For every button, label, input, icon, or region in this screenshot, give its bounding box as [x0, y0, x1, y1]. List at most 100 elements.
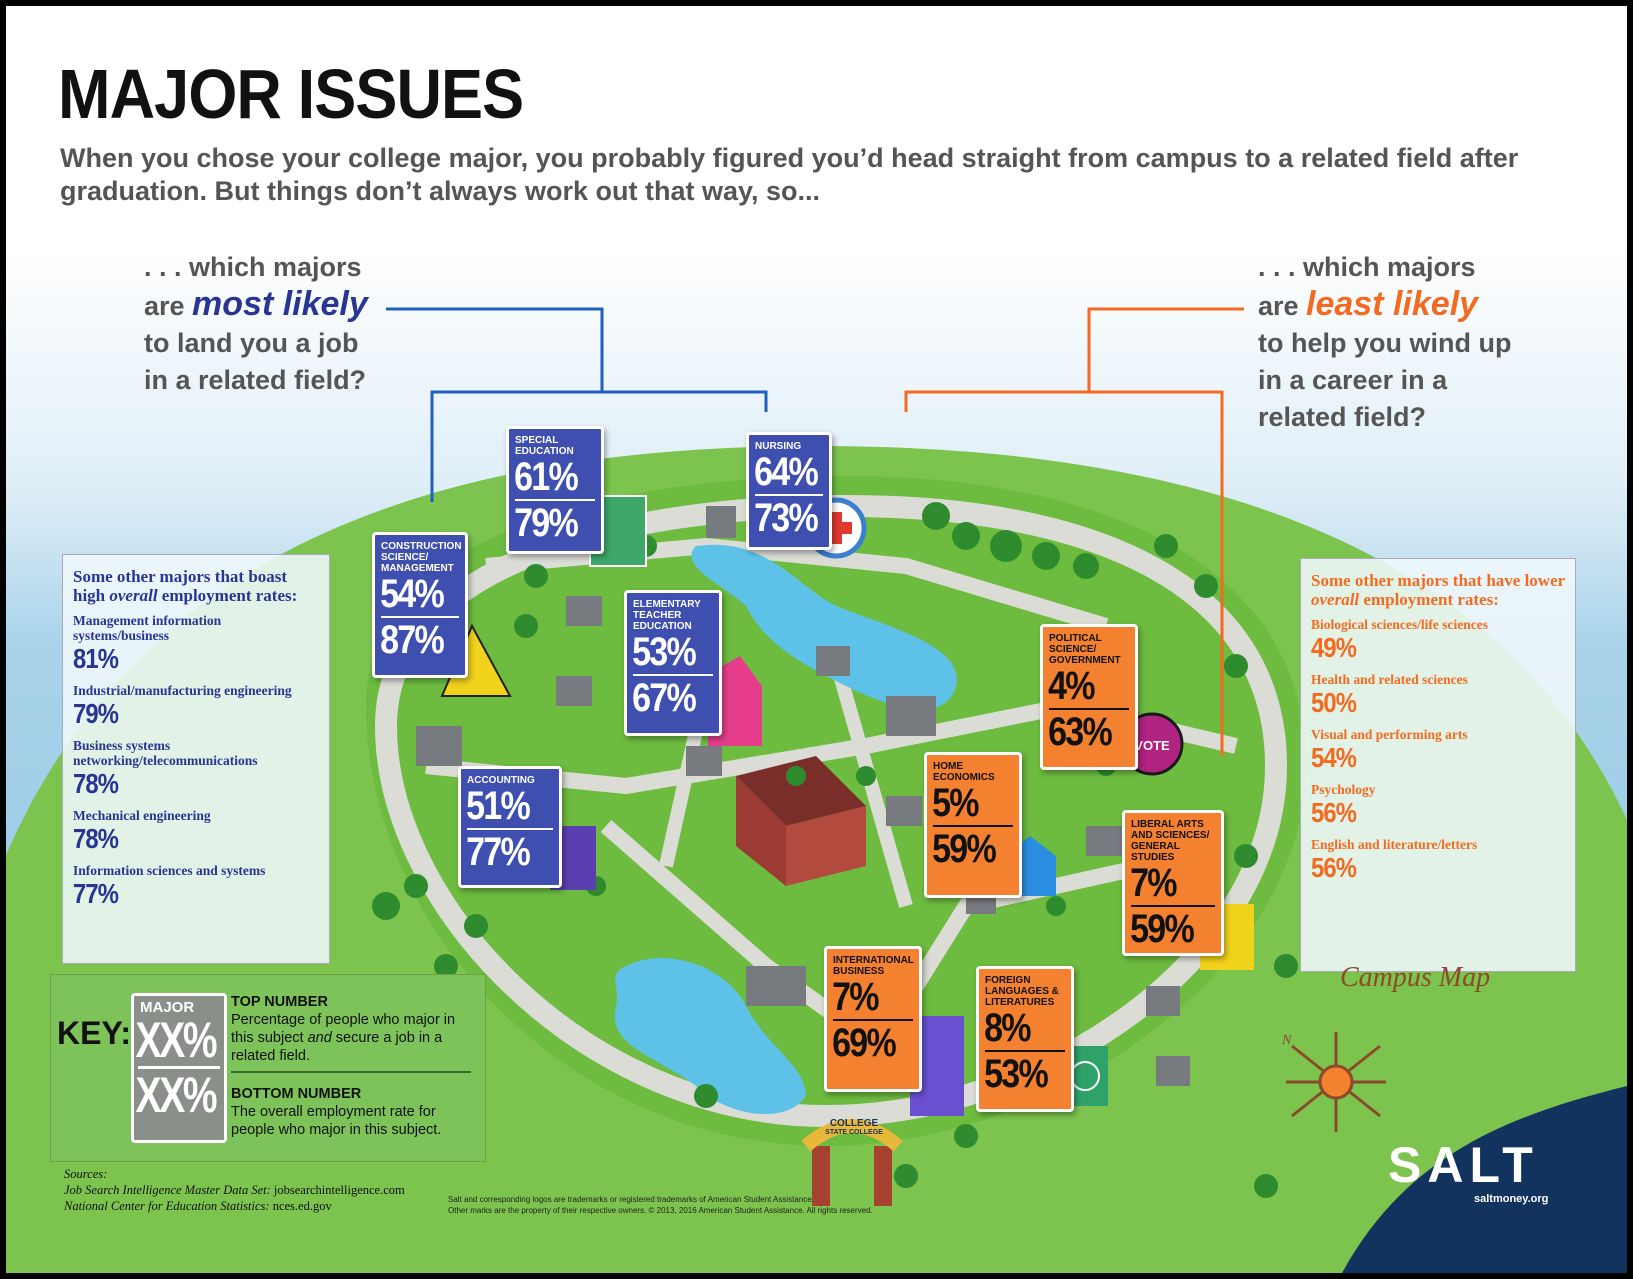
list-item: English and literature/letters 56%	[1311, 837, 1565, 884]
question-line: in a related field?	[144, 365, 367, 395]
question-line: . . . which majors	[144, 252, 362, 282]
list-item: Management information systems/business 8…	[73, 613, 319, 675]
sign-top-number: 51%	[466, 784, 531, 828]
key-sign-bottom: XX%	[135, 1067, 218, 1123]
page-title: MAJOR ISSUES	[58, 55, 524, 133]
key-sign-top: XX%	[135, 1012, 218, 1068]
sign-major-name: Special Education	[515, 435, 574, 457]
sign-major-name: Home Economics	[933, 761, 995, 783]
sign-bottom-number: 73%	[754, 496, 819, 540]
high-employment-panel: Some other majors that boast high overal…	[62, 554, 330, 964]
sign-special-education: Special Education 61% 79%	[506, 426, 604, 554]
sign-bottom-number: 53%	[984, 1052, 1049, 1096]
employment-rate: 78%	[73, 823, 119, 854]
sign-bottom-number: 77%	[466, 830, 531, 874]
salt-site-url: saltmoney.org	[1474, 1193, 1549, 1205]
sign-top-number: 53%	[632, 630, 697, 674]
question-least-likely: . . . which majors are least likely to h…	[1258, 249, 1511, 436]
employment-rate: 50%	[1311, 687, 1357, 718]
list-item: Psychology 56%	[1311, 782, 1565, 829]
salt-logo: SALT	[1388, 1137, 1539, 1193]
question-most-likely: . . . which majors are most likely to la…	[144, 249, 368, 399]
employment-rate: 81%	[73, 643, 119, 674]
major-label: Biological sciences/life sciences	[1311, 617, 1488, 632]
least-likely-emphasis: least likely	[1306, 285, 1479, 323]
key-top-number-description: TOP NUMBER Percentage of people who majo…	[231, 994, 456, 1064]
sign-bottom-number: 59%	[1130, 907, 1195, 951]
sign-top-number: 4%	[1048, 664, 1095, 708]
key-bottom-number-description: BOTTOM NUMBER The overall employment rat…	[231, 1086, 442, 1138]
question-line: are least likely	[1258, 285, 1479, 323]
compass-rose-icon	[1286, 1032, 1386, 1132]
sign-home-economics: Home Economics 5% 59%	[924, 752, 1022, 898]
intro-text: When you chose your college major, you p…	[60, 143, 1519, 206]
sign-major-name: Construction Science/ Management	[381, 541, 462, 574]
list-item: Biological sciences/life sciences 49%	[1311, 617, 1565, 664]
sign-bottom-number: 63%	[1048, 710, 1113, 754]
sign-top-number: 7%	[832, 975, 879, 1019]
sign-bottom-number: 59%	[932, 827, 997, 871]
question-line: are most likely	[144, 285, 368, 323]
panel-heading: Some other majors that have lower overal…	[1311, 571, 1565, 609]
sign-top-number: 8%	[984, 1006, 1031, 1050]
major-label: Health and related sciences	[1311, 672, 1468, 687]
question-line: . . . which majors	[1258, 252, 1476, 282]
sign-foreign-languages-literatures: Foreign Languages & Literatures 8% 53%	[976, 966, 1074, 1112]
sign-major-name: Nursing	[755, 441, 802, 452]
panel-heading: Some other majors that boast high overal…	[73, 567, 298, 605]
employment-rate: 77%	[73, 878, 119, 909]
list-item: Health and related sciences 50%	[1311, 672, 1565, 719]
gate-sign-top: COLLEGE	[829, 1118, 879, 1129]
sign-international-business: International Business 7% 69%	[824, 946, 922, 1092]
sign-major-name: Foreign Languages & Literatures	[985, 975, 1059, 1008]
question-line: to land you a job	[144, 328, 359, 358]
list-item: Business systems networking/telecommunic…	[73, 738, 319, 800]
key-example-sign: MAJOR XX% XX%	[131, 993, 227, 1143]
sign-top-number: 54%	[380, 572, 445, 616]
sign-top-number: 64%	[754, 450, 819, 494]
sign-construction-science-management: Construction Science/ Management 54% 87%	[372, 532, 468, 678]
sign-nursing: Nursing 64% 73%	[746, 432, 832, 550]
major-label: Information sciences and systems	[73, 863, 266, 878]
question-line: to help you wind up	[1258, 328, 1512, 358]
list-item: Information sciences and systems 77%	[73, 863, 319, 910]
sign-political-science-government: Political Science/ Government 4% 63%	[1040, 624, 1138, 770]
key-label: KEY:	[57, 1015, 132, 1051]
major-label: Management information systems/business	[73, 613, 222, 643]
major-label: Industrial/manufacturing engineering	[73, 683, 292, 698]
sign-major-name: Elementary Teacher Education	[633, 599, 701, 632]
sign-elementary-teacher-education: Elementary Teacher Education 53% 67%	[624, 590, 722, 736]
major-label: Mechanical engineering	[73, 808, 211, 823]
sign-liberal-arts-general-studies: Liberal Arts and Sciences/ General Studi…	[1122, 810, 1224, 956]
sign-major-name: Political Science/ Government	[1049, 633, 1121, 666]
sources: Sources: Job Search Intelligence Master …	[64, 1167, 405, 1213]
list-item: Industrial/manufacturing engineering 79%	[73, 683, 319, 730]
sign-bottom-number: 87%	[380, 618, 445, 662]
list-item: Mechanical engineering 78%	[73, 808, 319, 855]
sign-top-number: 7%	[1130, 861, 1177, 905]
gate-sign: COLLEGE STATE COLLEGE	[814, 1118, 894, 1136]
employment-rate: 78%	[73, 768, 119, 799]
employment-rate: 54%	[1311, 742, 1357, 773]
sign-bottom-number: 79%	[514, 501, 579, 545]
question-line: in a career in a	[1258, 365, 1448, 395]
sign-bottom-number: 69%	[832, 1021, 897, 1065]
legal-notice: Salt and corresponding logos are tradema…	[448, 1195, 873, 1215]
employment-rate: 49%	[1311, 632, 1357, 663]
employment-rate: 56%	[1311, 797, 1357, 828]
lower-employment-panel: Some other majors that have lower overal…	[1300, 558, 1576, 972]
major-label: Business systems networking/telecommunic…	[73, 738, 258, 768]
employment-rate: 56%	[1311, 852, 1357, 883]
employment-rate: 79%	[73, 698, 119, 729]
sign-major-name: International Business	[833, 955, 914, 977]
sign-major-name: Accounting	[467, 775, 535, 786]
key-legend: KEY: MAJOR XX% XX% TOP NUMBER Percentage…	[50, 974, 486, 1162]
sign-top-number: 5%	[932, 781, 979, 825]
major-label: English and literature/letters	[1311, 837, 1478, 852]
major-label: Visual and performing arts	[1311, 727, 1468, 742]
major-label: Psychology	[1311, 782, 1376, 797]
sign-bottom-number: 67%	[632, 676, 697, 720]
most-likely-emphasis: most likely	[192, 285, 368, 323]
campus-map-label: Campus Map	[1340, 962, 1491, 993]
sign-top-number: 61%	[514, 455, 579, 499]
